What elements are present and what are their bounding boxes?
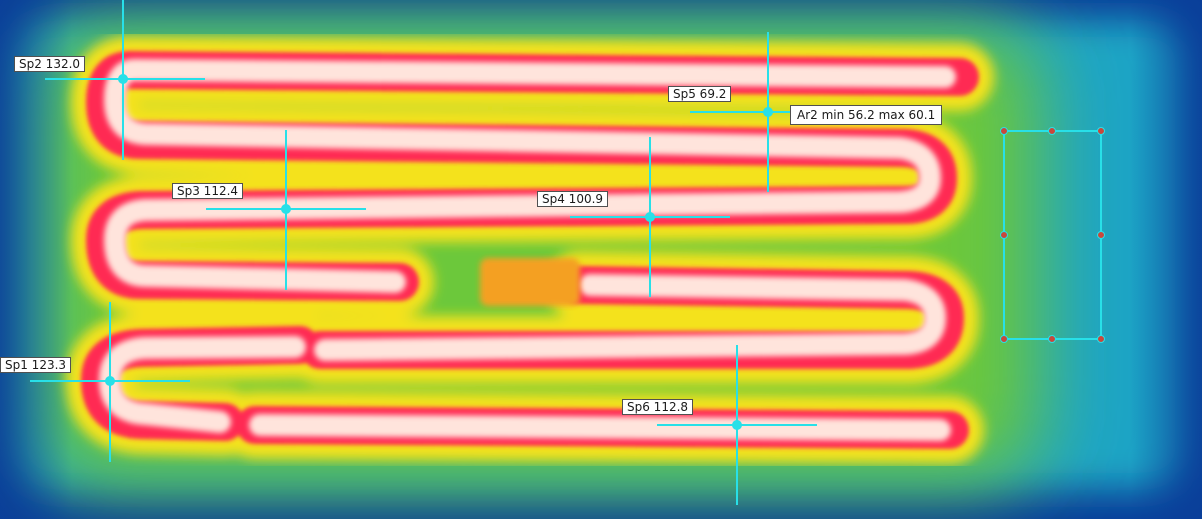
measurement-markers [30,0,850,505]
heating-coil [66,36,994,464]
sp3-crosshair [206,130,366,290]
coil-peak-core [99,59,956,441]
ar2-area-box [1000,127,1105,343]
sp1-label: Sp1 123.3 [0,357,72,373]
ar2-label: Ar2 min 56.2 max 60.1 [790,105,943,125]
sp6-crosshair [657,345,817,505]
sp2-label: Sp2 132.0 [14,56,86,72]
sp2-crosshair [45,0,205,160]
sp5-label: Sp5 69.2 [668,86,732,102]
sp6-label: Sp6 112.8 [622,399,694,415]
sp4-label: Sp4 100.9 [537,191,609,207]
center-gap-hotspot [480,258,580,306]
sp3-label: Sp3 112.4 [172,183,244,199]
sp4-crosshair [570,137,730,297]
sp1-crosshair [30,302,190,462]
